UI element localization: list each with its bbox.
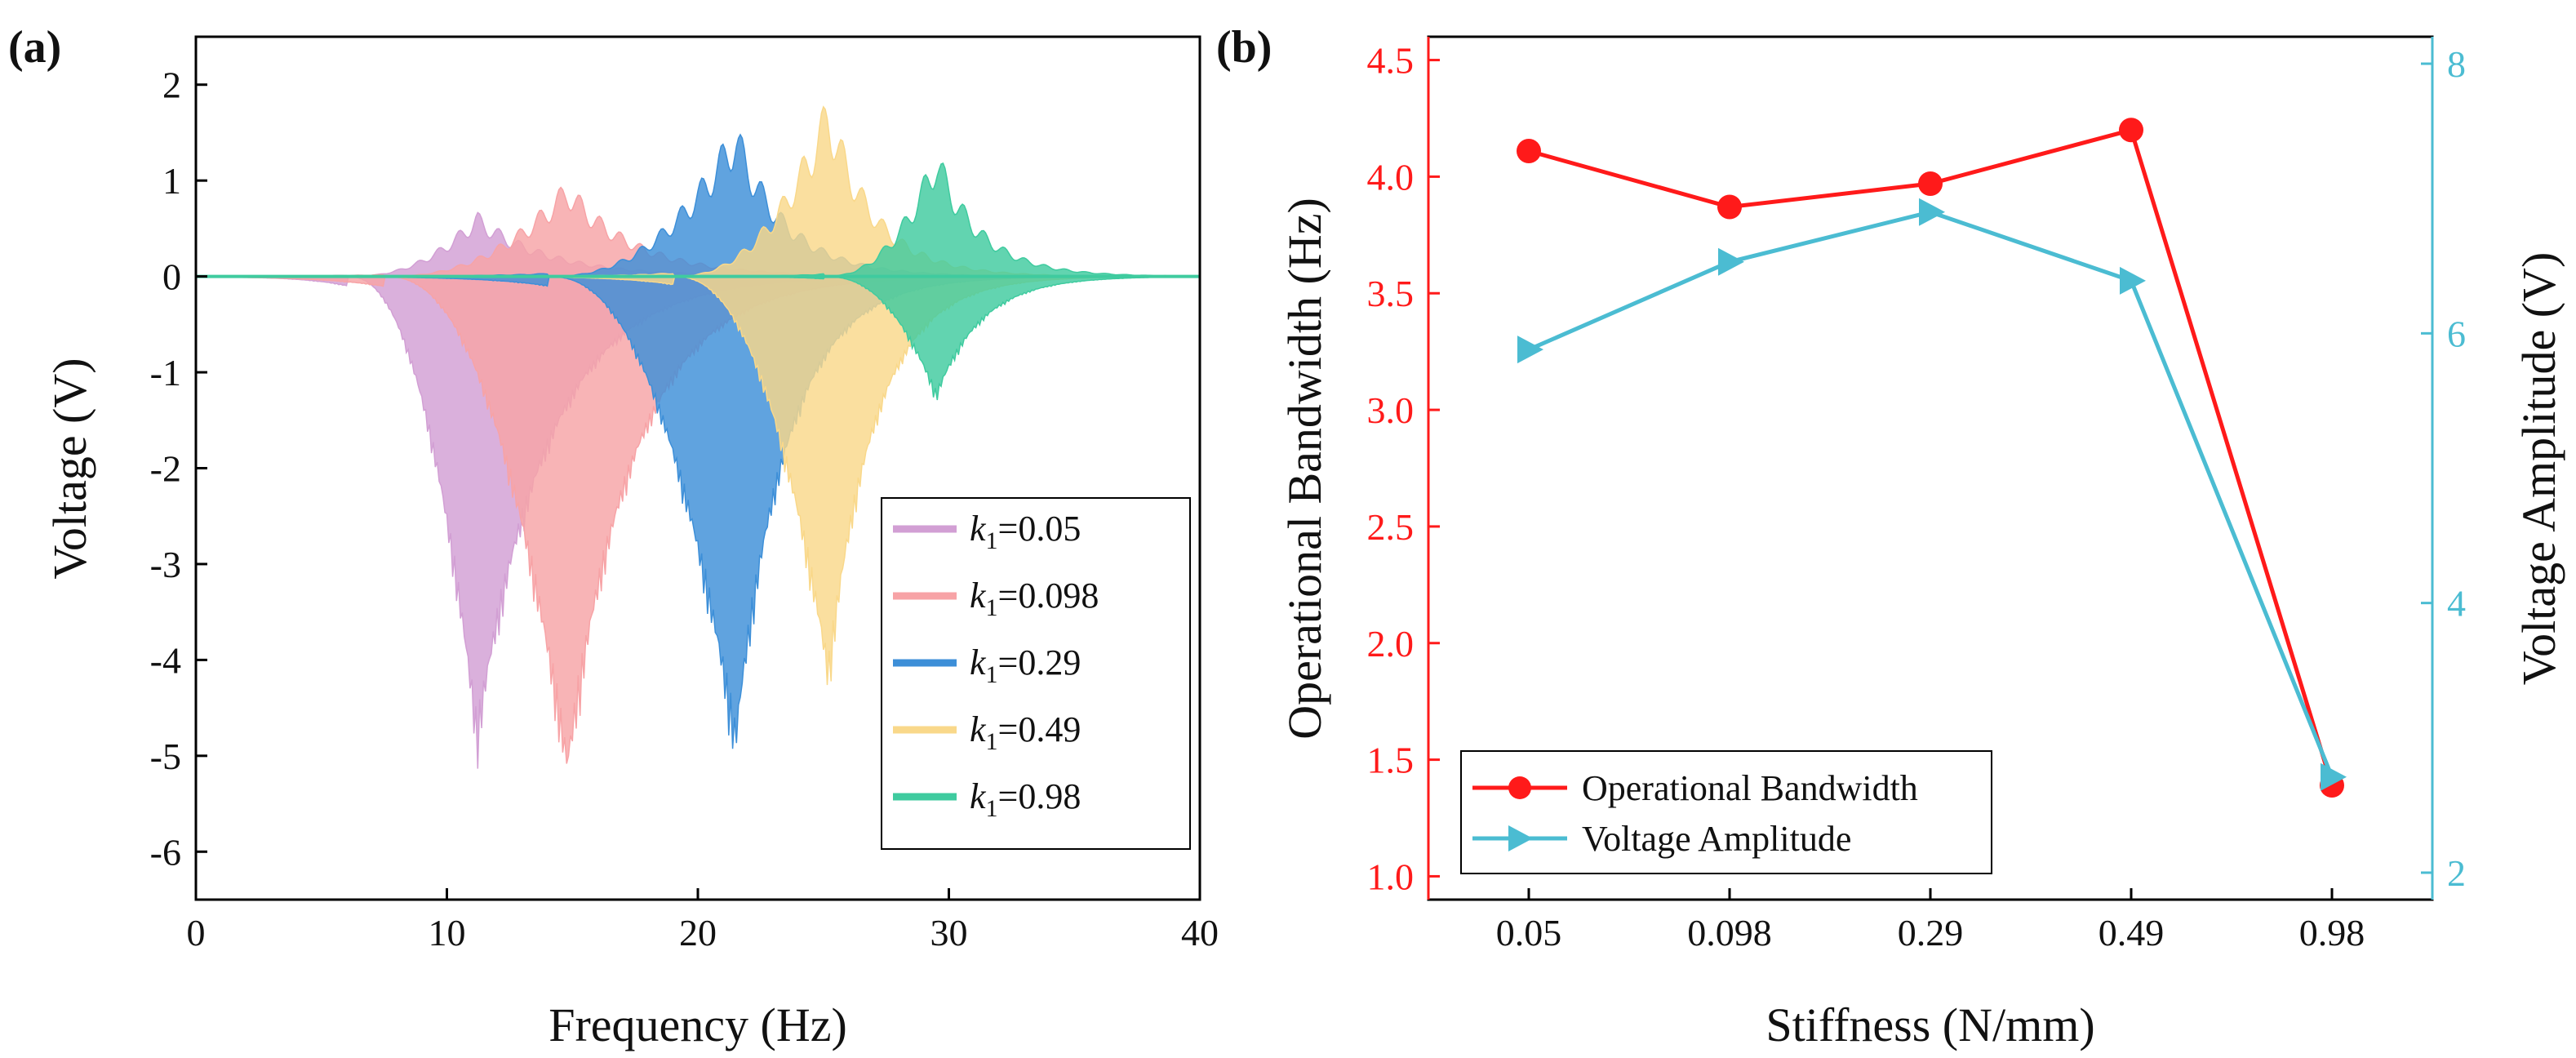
- right-y-tick-label: 2: [2447, 852, 2466, 894]
- right-y-tick-label: 8: [2447, 43, 2466, 85]
- left-y-tick-label: 4.5: [1367, 40, 1415, 82]
- legend-entry: k1=0.098: [970, 576, 1099, 621]
- y-tick-label: -5: [150, 736, 181, 777]
- y-tick-label: 0: [162, 256, 181, 298]
- y-tick-label: -3: [150, 544, 181, 585]
- panel-a-legend: k1=0.05 k1=0.098 k1=0.29 k1=0.49 k1=0.98: [881, 497, 1191, 850]
- left-y-tick-label: 1.5: [1367, 740, 1415, 781]
- panel-b-xlabel: Stiffness (N/mm): [1765, 998, 2094, 1051]
- left-y-tick-label: 4.0: [1367, 156, 1415, 198]
- y-tick-label: -2: [150, 448, 181, 490]
- bandwidth-point: [1918, 171, 1943, 196]
- series-line-voltage-amplitude: [1527, 210, 2334, 778]
- bandwidth-point: [1517, 138, 1541, 163]
- series-line-operational-bandwidth: [1528, 127, 2334, 786]
- legend-box: [1460, 750, 1992, 874]
- legend-entry: k1=0.49: [970, 709, 1081, 755]
- y-tick-label: -6: [150, 831, 181, 873]
- x-tick-label: 0: [187, 912, 206, 954]
- x-tick-label: 20: [679, 912, 717, 954]
- x-tick-label: 0.29: [1898, 912, 1964, 954]
- y-tick-label: -1: [150, 352, 181, 393]
- x-tick-label: 10: [429, 912, 466, 954]
- bandwidth-point: [2119, 118, 2143, 143]
- panel-b-series: [1517, 118, 2347, 798]
- panel-a-xlabel: Frequency (Hz): [549, 998, 847, 1051]
- left-y-tick-label: 3.5: [1367, 273, 1415, 314]
- left-y-tick-label: 3.0: [1367, 389, 1415, 431]
- panel-a-ylabel: Voltage (V): [43, 358, 96, 579]
- left-y-tick-label: 2.0: [1367, 623, 1415, 665]
- left-y-tick-label: 2.5: [1367, 506, 1415, 548]
- panel-b-label: (b): [1216, 22, 1272, 73]
- panel-b-bandwidth-chart: (b) 0.05 0.098 0.29 0.49 0.98 4.5 4.0 3.5 3.0 2.5…: [1216, 22, 2565, 1051]
- left-y-tick-label: 1.0: [1367, 856, 1415, 897]
- x-tick-label: 40: [1181, 912, 1219, 954]
- legend-entry: k1=0.05: [970, 509, 1081, 554]
- voltage-amplitude-point: [1919, 198, 1945, 226]
- x-tick-label: 30: [930, 912, 968, 954]
- legend-box: [881, 497, 1191, 850]
- voltage-amplitude-point: [1718, 247, 1744, 276]
- x-tick-label: 0.98: [2299, 912, 2365, 954]
- legend-entry: Operational Bandwidth: [1582, 768, 1918, 808]
- right-y-tick-label: 6: [2447, 313, 2466, 354]
- voltage-amplitude-point: [1517, 336, 1543, 364]
- x-tick-label: 0.098: [1687, 912, 1772, 954]
- legend-entry: Voltage Amplitude: [1582, 819, 1851, 859]
- bandwidth-point: [1717, 194, 1742, 220]
- voltage-amplitude-point: [2120, 266, 2146, 295]
- panel-b-ylabel-right: Voltage Amplitude (V): [2512, 252, 2565, 686]
- panel-b-ylabel-left: Operational Bandwidth (Hz): [1278, 198, 1331, 740]
- voltage-amplitude-point: [2321, 762, 2347, 791]
- panel-a-label: (a): [8, 22, 61, 73]
- legend-entry: k1=0.29: [970, 642, 1081, 688]
- right-y-tick-label: 4: [2447, 583, 2466, 625]
- x-tick-label: 0.49: [2099, 912, 2165, 954]
- panel-b-legend: Operational Bandwidth Voltage Amplitude: [1460, 750, 1992, 874]
- y-tick-label: -4: [150, 639, 181, 681]
- x-tick-label: 0.05: [1496, 912, 1562, 954]
- y-tick-label: 2: [162, 64, 181, 106]
- legend-marker: [1508, 825, 1533, 851]
- legend-entry: k1=0.98: [970, 776, 1081, 822]
- legend-marker: [1508, 776, 1531, 799]
- y-tick-label: 1: [162, 160, 181, 202]
- panel-b-ticks: 0.05 0.098 0.29 0.49 0.98 4.5 4.0 3.5 3.0 2.5 2.0 1…: [1367, 37, 2466, 954]
